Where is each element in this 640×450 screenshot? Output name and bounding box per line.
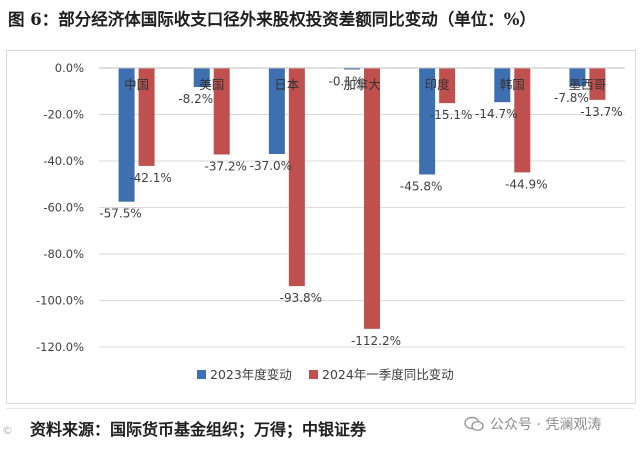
data-label-2024q1: -42.1% bbox=[129, 171, 171, 185]
category-label: 墨西哥 bbox=[569, 77, 607, 92]
data-label-2024q1: -15.1% bbox=[430, 108, 472, 122]
bar-2023-6 bbox=[569, 68, 586, 87]
y-tick-label: -100.0% bbox=[36, 294, 84, 308]
data-label-2024q1: -112.2% bbox=[351, 334, 401, 348]
bar-2024q1-5 bbox=[514, 68, 531, 173]
bar-2023-2 bbox=[268, 68, 285, 155]
legend-swatch-2024q1 bbox=[309, 370, 318, 379]
wechat-icon bbox=[464, 416, 484, 432]
category-label: 美国 bbox=[199, 77, 224, 92]
bar-2024q1-0 bbox=[138, 68, 155, 166]
bar-2023-0 bbox=[118, 68, 135, 202]
data-label-2023: -37.0% bbox=[250, 159, 292, 173]
bar-2024q1-3 bbox=[364, 68, 380, 329]
divider bbox=[6, 408, 634, 409]
source-note: 资料来源：国际货币基金组织；万得；中银证券 bbox=[30, 420, 367, 439]
bar-chart: 0.0% -20.0% -40.0% -60.0% -80.0% -100.0% -120.… bbox=[36, 61, 625, 382]
bar-2023-4 bbox=[419, 68, 436, 175]
bar-2024q1-6 bbox=[589, 68, 606, 100]
y-tick-label: -40.0% bbox=[43, 154, 84, 168]
data-label-2024q1: -93.8% bbox=[280, 291, 322, 305]
bar-2024q1-2 bbox=[288, 68, 305, 287]
bar-2024q1-1 bbox=[213, 68, 230, 155]
category-label: 韩国 bbox=[500, 77, 525, 92]
category-label: 中国 bbox=[124, 77, 149, 92]
watermark: 公众号 · 凭澜观涛 bbox=[464, 414, 601, 434]
figure-title: 图 6：部分经济体国际收支口径外来股权投资差额同比变动（单位：%） bbox=[8, 10, 536, 29]
category-label: 印度 bbox=[425, 77, 451, 92]
data-label-2024q1: -37.2% bbox=[204, 159, 246, 173]
legend-swatch-2023 bbox=[197, 370, 206, 379]
chart-area: 0.0% -20.0% -40.0% -60.0% -80.0% -100.0% -120.… bbox=[6, 50, 636, 404]
legend-label-2023: 2023年度变动 bbox=[210, 367, 292, 382]
data-label-2023: -14.7% bbox=[475, 107, 517, 121]
data-label-2023: -8.2% bbox=[178, 92, 213, 106]
bar-2023-3 bbox=[344, 68, 360, 70]
data-label-2023: -45.8% bbox=[400, 179, 442, 193]
y-tick-label: 0.0% bbox=[55, 61, 84, 75]
bar-2024q1-4 bbox=[439, 68, 456, 104]
y-tick-label: -20.0% bbox=[43, 108, 84, 122]
data-label-2023: -57.5% bbox=[99, 207, 141, 221]
y-tick-label: -80.0% bbox=[43, 247, 84, 261]
watermark-text: 公众号 · 凭澜观涛 bbox=[490, 417, 602, 433]
data-label-2024q1: -44.9% bbox=[505, 177, 547, 191]
y-tick-label: -60.0% bbox=[43, 201, 84, 215]
bar-2023-5 bbox=[494, 68, 511, 103]
bar-2023-1 bbox=[193, 68, 210, 88]
category-label: 加拿大 bbox=[343, 77, 381, 92]
data-label-2023: -7.8% bbox=[554, 91, 589, 105]
corner-mark: © bbox=[2, 424, 13, 437]
y-tick-label: -120.0% bbox=[36, 340, 84, 354]
data-label-2024q1: -13.7% bbox=[580, 105, 622, 119]
legend-label-2024q1: 2024年一季度同比变动 bbox=[322, 367, 454, 382]
category-label: 日本 bbox=[274, 77, 300, 92]
data-label-2023: -0.1% bbox=[329, 75, 364, 89]
